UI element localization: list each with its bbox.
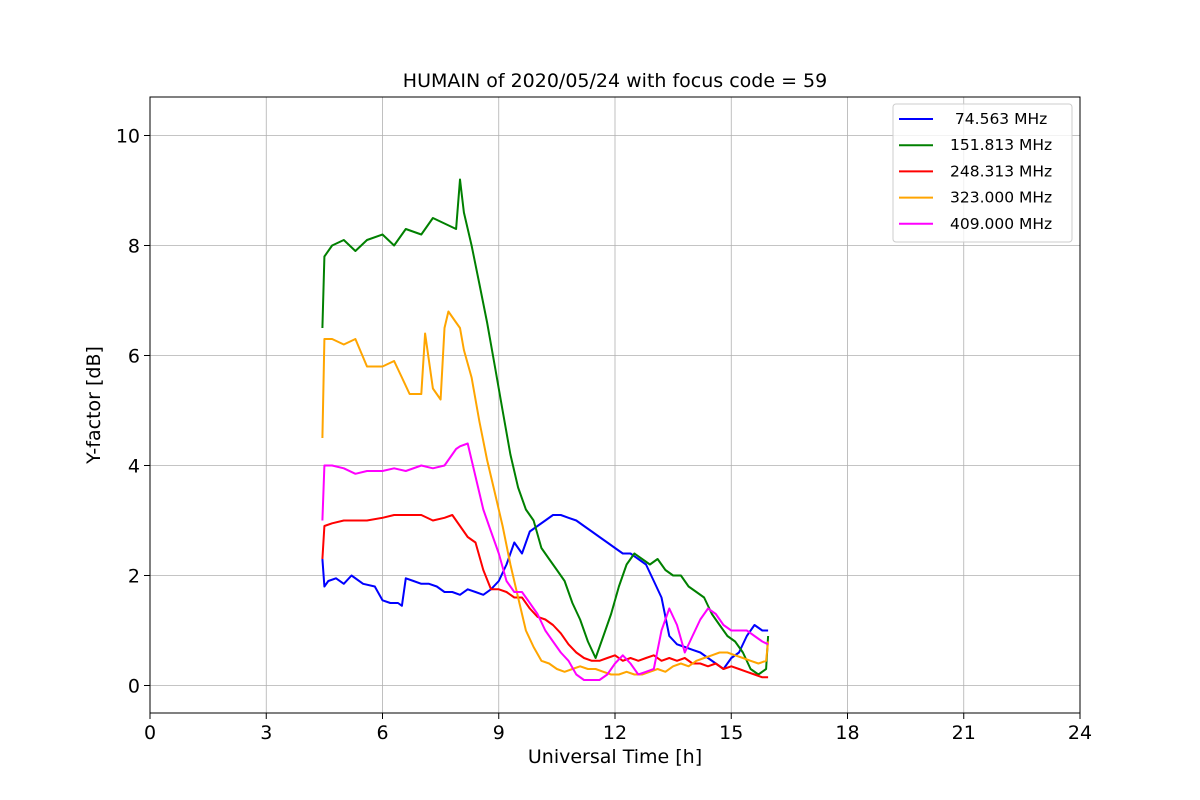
y-tick-label: 6 (128, 346, 140, 368)
series-lines (321, 178, 770, 681)
series-line-2 (321, 514, 769, 679)
x-axis-ticks: 0 3 6 9 12 15 18 21 24 (144, 713, 1092, 744)
legend: 74.563 MHz 151.813 MHz 248.313 MHz 323.000 … (892, 103, 1073, 243)
x-tick-label: 12 (603, 722, 627, 744)
legend-label-4: 409.000 MHz (950, 215, 1052, 233)
legend-label-0: 74.563 MHz (950, 110, 1047, 128)
grid-lines (149, 97, 1081, 713)
legend-label-1: 151.813 MHz (950, 136, 1052, 154)
x-tick-label: 6 (376, 722, 388, 744)
y-tick-label: 0 (128, 676, 140, 698)
series-line-4 (321, 442, 769, 681)
y-tick-label: 4 (128, 456, 140, 478)
x-tick-label: 15 (719, 722, 743, 744)
series-line-3 (321, 310, 770, 676)
x-tick-label: 9 (493, 722, 505, 744)
series-line-1 (321, 178, 770, 676)
x-tick-label: 21 (952, 722, 976, 744)
legend-label-2: 248.313 MHz (950, 162, 1052, 180)
y-axis-label: Y-factor [dB] (83, 346, 105, 465)
y-tick-label: 8 (128, 236, 140, 258)
chart-title: HUMAIN of 2020/05/24 with focus code = 5… (403, 70, 827, 92)
x-tick-label: 18 (835, 722, 859, 744)
x-tick-label: 3 (260, 722, 272, 744)
legend-box (892, 103, 1073, 243)
y-tick-label: 2 (128, 566, 140, 588)
legend-label-3: 323.000 MHz (950, 189, 1052, 207)
y-tick-label: 10 (116, 126, 140, 148)
x-axis-label: Universal Time [h] (528, 746, 702, 768)
x-tick-label: 0 (144, 722, 156, 744)
series-line-0 (321, 514, 769, 670)
x-tick-label: 24 (1068, 722, 1092, 744)
y-axis-ticks: 0 2 4 6 8 10 (116, 126, 150, 698)
